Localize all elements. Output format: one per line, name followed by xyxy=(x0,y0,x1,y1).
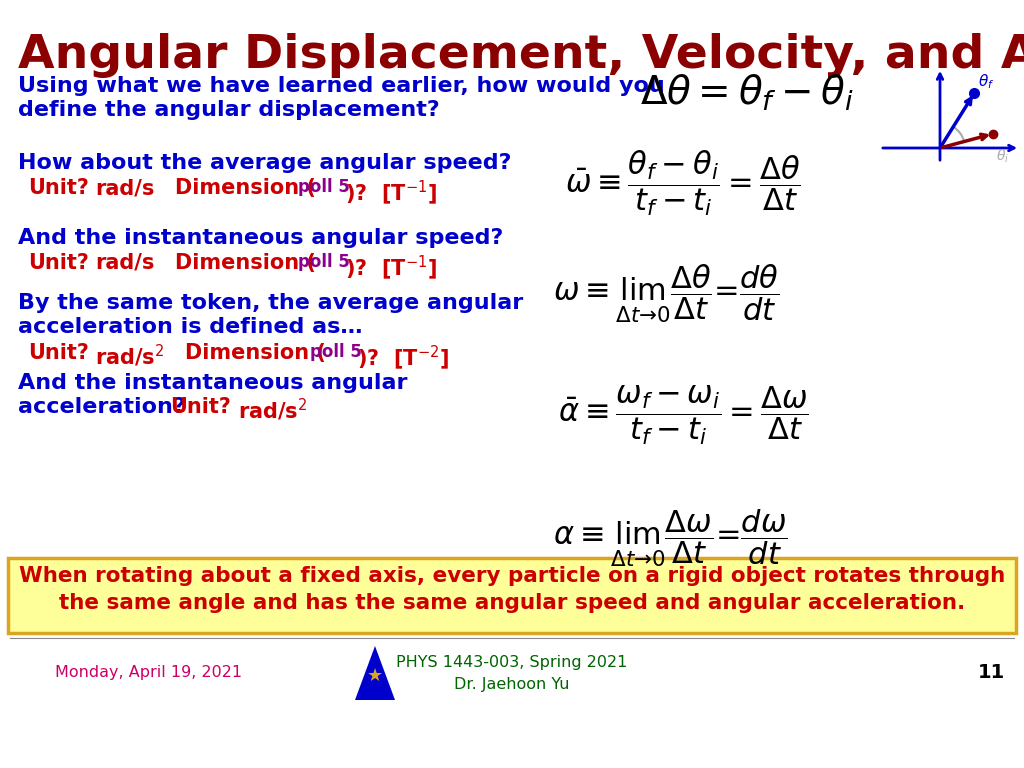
Text: )?  [T$^{-1}$]: )? [T$^{-1}$] xyxy=(345,253,437,282)
Text: $\bar{\omega} \equiv \dfrac{\theta_f - \theta_i}{t_f - t_i} = \dfrac{\Delta\thet: $\bar{\omega} \equiv \dfrac{\theta_f - \… xyxy=(565,148,801,218)
Text: poll 5: poll 5 xyxy=(298,178,350,196)
Text: By the same token, the average angular: By the same token, the average angular xyxy=(18,293,523,313)
Text: define the angular displacement?: define the angular displacement? xyxy=(18,100,439,120)
Text: poll 5: poll 5 xyxy=(310,343,361,361)
Text: Unit?: Unit? xyxy=(28,343,89,363)
Text: $\bar{\alpha} \equiv \dfrac{\omega_f - \omega_i}{t_f - t_i} = \dfrac{\Delta\omeg: $\bar{\alpha} \equiv \dfrac{\omega_f - \… xyxy=(558,383,809,447)
Text: the same angle and has the same angular speed and angular acceleration.: the same angle and has the same angular … xyxy=(58,593,966,613)
Text: Angular Displacement, Velocity, and Acceleration: Angular Displacement, Velocity, and Acce… xyxy=(18,33,1024,78)
Text: Unit?: Unit? xyxy=(170,397,230,417)
Text: poll 5: poll 5 xyxy=(298,253,350,271)
Text: Dimension (: Dimension ( xyxy=(175,178,315,198)
Text: Unit?: Unit? xyxy=(28,253,89,273)
Text: $\theta_i$: $\theta_i$ xyxy=(996,147,1010,165)
Text: acceleration is defined as…: acceleration is defined as… xyxy=(18,317,362,337)
Text: When rotating about a fixed axis, every particle on a rigid object rotates throu: When rotating about a fixed axis, every … xyxy=(18,566,1006,586)
Text: $\Delta\theta =\theta_f - \theta_i$: $\Delta\theta =\theta_f - \theta_i$ xyxy=(640,73,853,114)
Text: Using what we have learned earlier, how would you: Using what we have learned earlier, how … xyxy=(18,76,665,96)
Text: $\alpha \equiv \lim_{\Delta t\rightarrow 0}\dfrac{\Delta\omega}{\Delta t} = \dfr: $\alpha \equiv \lim_{\Delta t\rightarrow… xyxy=(553,508,787,569)
Text: $\theta_f$: $\theta_f$ xyxy=(979,72,995,91)
Text: rad/s$^2$: rad/s$^2$ xyxy=(95,343,165,369)
Polygon shape xyxy=(355,646,395,700)
Text: $\omega \equiv \lim_{\Delta t\rightarrow 0}\dfrac{\Delta\theta}{\Delta t} = \dfr: $\omega \equiv \lim_{\Delta t\rightarrow… xyxy=(553,263,779,325)
Text: )?  [T$^{-1}$]: )? [T$^{-1}$] xyxy=(345,178,437,207)
Text: Dimension (: Dimension ( xyxy=(185,343,326,363)
Text: Dimension (: Dimension ( xyxy=(175,253,315,273)
Text: 11: 11 xyxy=(978,664,1005,683)
Text: rad/s: rad/s xyxy=(95,253,155,273)
Text: Unit?: Unit? xyxy=(28,178,89,198)
Text: And the instantaneous angular speed?: And the instantaneous angular speed? xyxy=(18,228,504,248)
Text: How about the average angular speed?: How about the average angular speed? xyxy=(18,153,512,173)
Text: PHYS 1443-003, Spring 2021: PHYS 1443-003, Spring 2021 xyxy=(396,656,628,670)
FancyBboxPatch shape xyxy=(8,558,1016,633)
Text: rad/s$^2$: rad/s$^2$ xyxy=(238,397,307,423)
Text: rad/s: rad/s xyxy=(95,178,155,198)
Text: Dr. Jaehoon Yu: Dr. Jaehoon Yu xyxy=(455,677,569,693)
Text: acceleration?: acceleration? xyxy=(18,397,185,417)
Text: Monday, April 19, 2021: Monday, April 19, 2021 xyxy=(55,666,242,680)
Text: ★: ★ xyxy=(367,667,383,685)
Text: )?  [T$^{-2}$]: )? [T$^{-2}$] xyxy=(357,343,450,372)
Text: And the instantaneous angular: And the instantaneous angular xyxy=(18,373,408,393)
